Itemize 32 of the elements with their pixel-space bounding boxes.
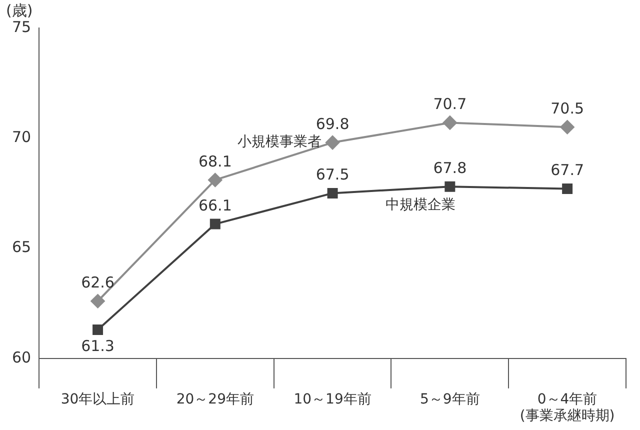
y-tick-label: 60 [12,348,32,366]
point [326,136,340,150]
point [208,172,222,187]
y-axis-title: (歳) [6,1,33,20]
x-tick-label: 20～29年前 [176,391,254,408]
series-label: 小規模事業者 [238,134,322,150]
data-label: 67.8 [433,158,467,177]
y-tick-label: 75 [12,18,32,36]
y-tick-label: 65 [12,238,32,256]
data-label: 69.8 [316,114,350,133]
point [562,184,573,194]
x-tick-label: 5～9年前 [420,391,480,408]
series-label: 中規模企業 [386,196,456,213]
data-label: 70.7 [433,95,467,114]
data-label: 67.5 [316,166,350,184]
point [210,218,220,230]
point [327,188,338,198]
x-tick-label: 30年以上前 [60,391,135,408]
point [90,294,105,308]
data-label: 68.1 [198,152,232,170]
data-label: 61.3 [81,337,114,356]
data-label: 70.5 [550,100,584,118]
data-label: 62.6 [81,274,114,292]
point [444,181,456,192]
point [442,116,457,130]
x-tick-label: 10～19年前 [294,391,372,408]
x-tick-label: 0～4年前 (事業承継時期) [520,391,615,424]
point [92,324,104,336]
data-label: 66.1 [198,196,232,214]
y-tick-label: 70 [12,128,32,146]
point [560,120,574,134]
data-label: 67.7 [550,161,584,180]
